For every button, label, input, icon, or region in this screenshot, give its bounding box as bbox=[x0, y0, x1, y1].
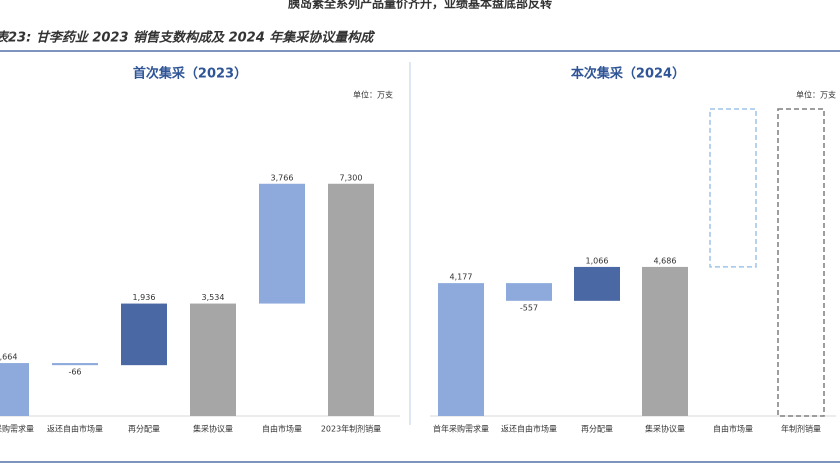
value-label: 1,936 bbox=[133, 293, 156, 302]
value-label: 7,300 bbox=[340, 173, 363, 182]
placeholder-bar bbox=[777, 108, 825, 417]
x-tick-label: 再分配量 bbox=[581, 425, 613, 434]
x-tick-label: 首年采购需求量 bbox=[433, 424, 489, 434]
bar bbox=[328, 183, 374, 416]
placeholder-bar bbox=[709, 108, 757, 268]
value-label: 4,686 bbox=[654, 256, 677, 265]
bar bbox=[0, 363, 29, 416]
x-tick-label: 集采协议量 bbox=[645, 424, 685, 434]
unit-label: 单位：万支 bbox=[796, 90, 836, 100]
bar bbox=[438, 283, 484, 416]
section-text: 胰岛素全系列产品量价齐升，业绩基本盘底部反转 bbox=[288, 0, 552, 11]
chart-title: 首次集采（2023） bbox=[133, 66, 247, 82]
value-label: 3,766 bbox=[271, 173, 294, 182]
bar bbox=[642, 266, 688, 416]
value-label: -66 bbox=[68, 368, 81, 377]
x-tick-label: 再分配量 bbox=[128, 425, 160, 434]
bar bbox=[574, 266, 620, 301]
bar bbox=[190, 303, 236, 416]
bar bbox=[259, 183, 305, 304]
value-label: -557 bbox=[520, 303, 538, 312]
chart-title: 本次集采（2024） bbox=[571, 66, 685, 82]
value-label: 4,177 bbox=[450, 273, 473, 282]
bar bbox=[52, 363, 98, 366]
x-tick-label: 返还自由市场量 bbox=[501, 424, 557, 434]
x-tick-label: 自由市场量 bbox=[713, 424, 753, 434]
x-tick-label: 集采协议量 bbox=[193, 424, 233, 434]
bar bbox=[506, 283, 552, 301]
value-label: 1,066 bbox=[586, 256, 609, 265]
unit-label: 单位：万支 bbox=[353, 90, 393, 100]
x-tick-label: 首年采购需求量 bbox=[0, 424, 34, 434]
bar bbox=[121, 303, 167, 366]
x-tick-label: 2023年制剂销量 bbox=[321, 424, 381, 434]
value-label: 3,534 bbox=[202, 293, 225, 302]
x-tick-label: 自由市场量 bbox=[262, 424, 302, 434]
value-label: 1,664 bbox=[0, 353, 17, 362]
x-tick-label: 年制剂销量 bbox=[781, 424, 821, 434]
x-tick-label: 返还自由市场量 bbox=[47, 424, 103, 434]
caption: 图表23: 甘李药业 2023 销售支数构成及 2024 年集采协议量构成 bbox=[0, 30, 375, 46]
